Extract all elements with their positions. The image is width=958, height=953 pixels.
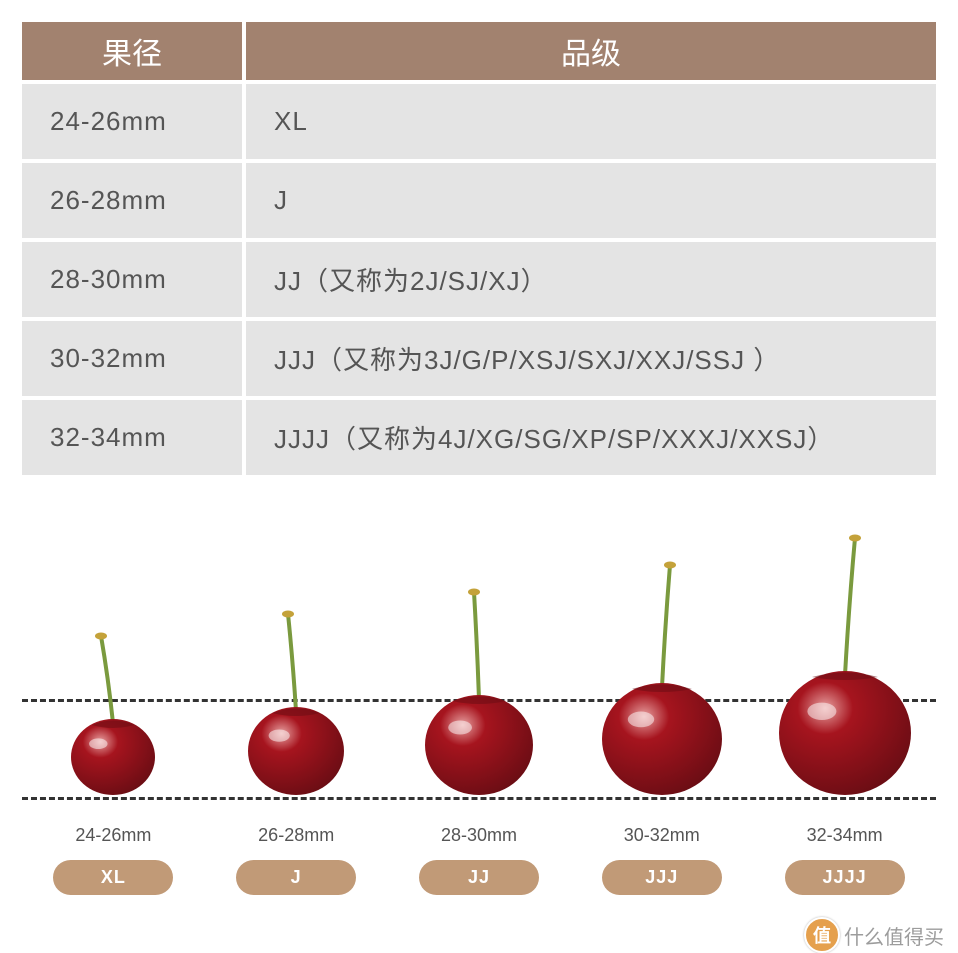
chart-label-item: 28-30mm JJ [388,825,571,895]
cell-size: 30-32mm [22,321,242,396]
chart-label-item: 26-28mm J [205,825,388,895]
table-row: 24-26mm XL [22,84,936,159]
grade-pill: XL [53,860,173,895]
table-row: 30-32mm JJJ（又称为3J/G/P/XSJ/SXJ/XXJ/SSJ ） [22,321,936,396]
grade-pill: JJJ [602,860,722,895]
size-range-label: 24-26mm [75,825,151,846]
watermark-badge-icon: 值 [804,917,840,953]
table-header-size: 果径 [22,22,242,80]
size-range-label: 26-28mm [258,825,334,846]
cherry-item [388,537,571,797]
cherry-item [205,537,388,797]
cherry-item [22,537,205,797]
table-header-grade: 品级 [246,22,936,80]
cell-grade: JJJJ（又称为4J/XG/SG/XP/SP/XXXJ/XXSJ） [246,400,936,475]
chart-label-item: 30-32mm JJJ [570,825,753,895]
chart-label-item: 24-26mm XL [22,825,205,895]
cell-size: 24-26mm [22,84,242,159]
grade-pill: JJJJ [785,860,905,895]
cell-grade: JJ（又称为2J/SJ/XJ） [246,242,936,317]
table-row: 28-30mm JJ（又称为2J/SJ/XJ） [22,242,936,317]
cell-grade: J [246,163,936,238]
table-header-row: 果径 品级 [22,22,936,80]
grade-table: 果径 品级 24-26mm XL 26-28mm J 28-30mm JJ（又称… [22,22,936,475]
size-range-label: 32-34mm [807,825,883,846]
cell-size: 26-28mm [22,163,242,238]
cherry-item [570,537,753,797]
cherry-icon [769,518,921,797]
cherry-item [753,537,936,797]
cherry-icon [61,616,165,797]
cell-size: 32-34mm [22,400,242,475]
grade-pill: JJ [419,860,539,895]
cell-size: 28-30mm [22,242,242,317]
size-range-label: 28-30mm [441,825,517,846]
cherry-row [22,537,936,797]
cherry-icon [592,545,732,797]
watermark-text: 什么值得买 [844,921,944,950]
size-range-label: 30-32mm [624,825,700,846]
guide-line-bottom [22,797,936,800]
chart-label-item: 32-34mm JJJJ [753,825,936,895]
cell-grade: JJJ（又称为3J/G/P/XSJ/SXJ/XXJ/SSJ ） [246,321,936,396]
cherry-size-chart: 24-26mm XL 26-28mm J 28-30mm JJ 30-32mm … [22,537,936,895]
table-row: 26-28mm J [22,163,936,238]
table-row: 32-34mm JJJJ（又称为4J/XG/SG/XP/SP/XXXJ/XXSJ… [22,400,936,475]
cell-grade: XL [246,84,936,159]
cherry-icon [238,594,354,797]
grade-pill: J [236,860,356,895]
cherry-icon [415,572,543,797]
watermark: 值 什么值得买 [804,917,944,953]
labels-row: 24-26mm XL 26-28mm J 28-30mm JJ 30-32mm … [22,825,936,895]
